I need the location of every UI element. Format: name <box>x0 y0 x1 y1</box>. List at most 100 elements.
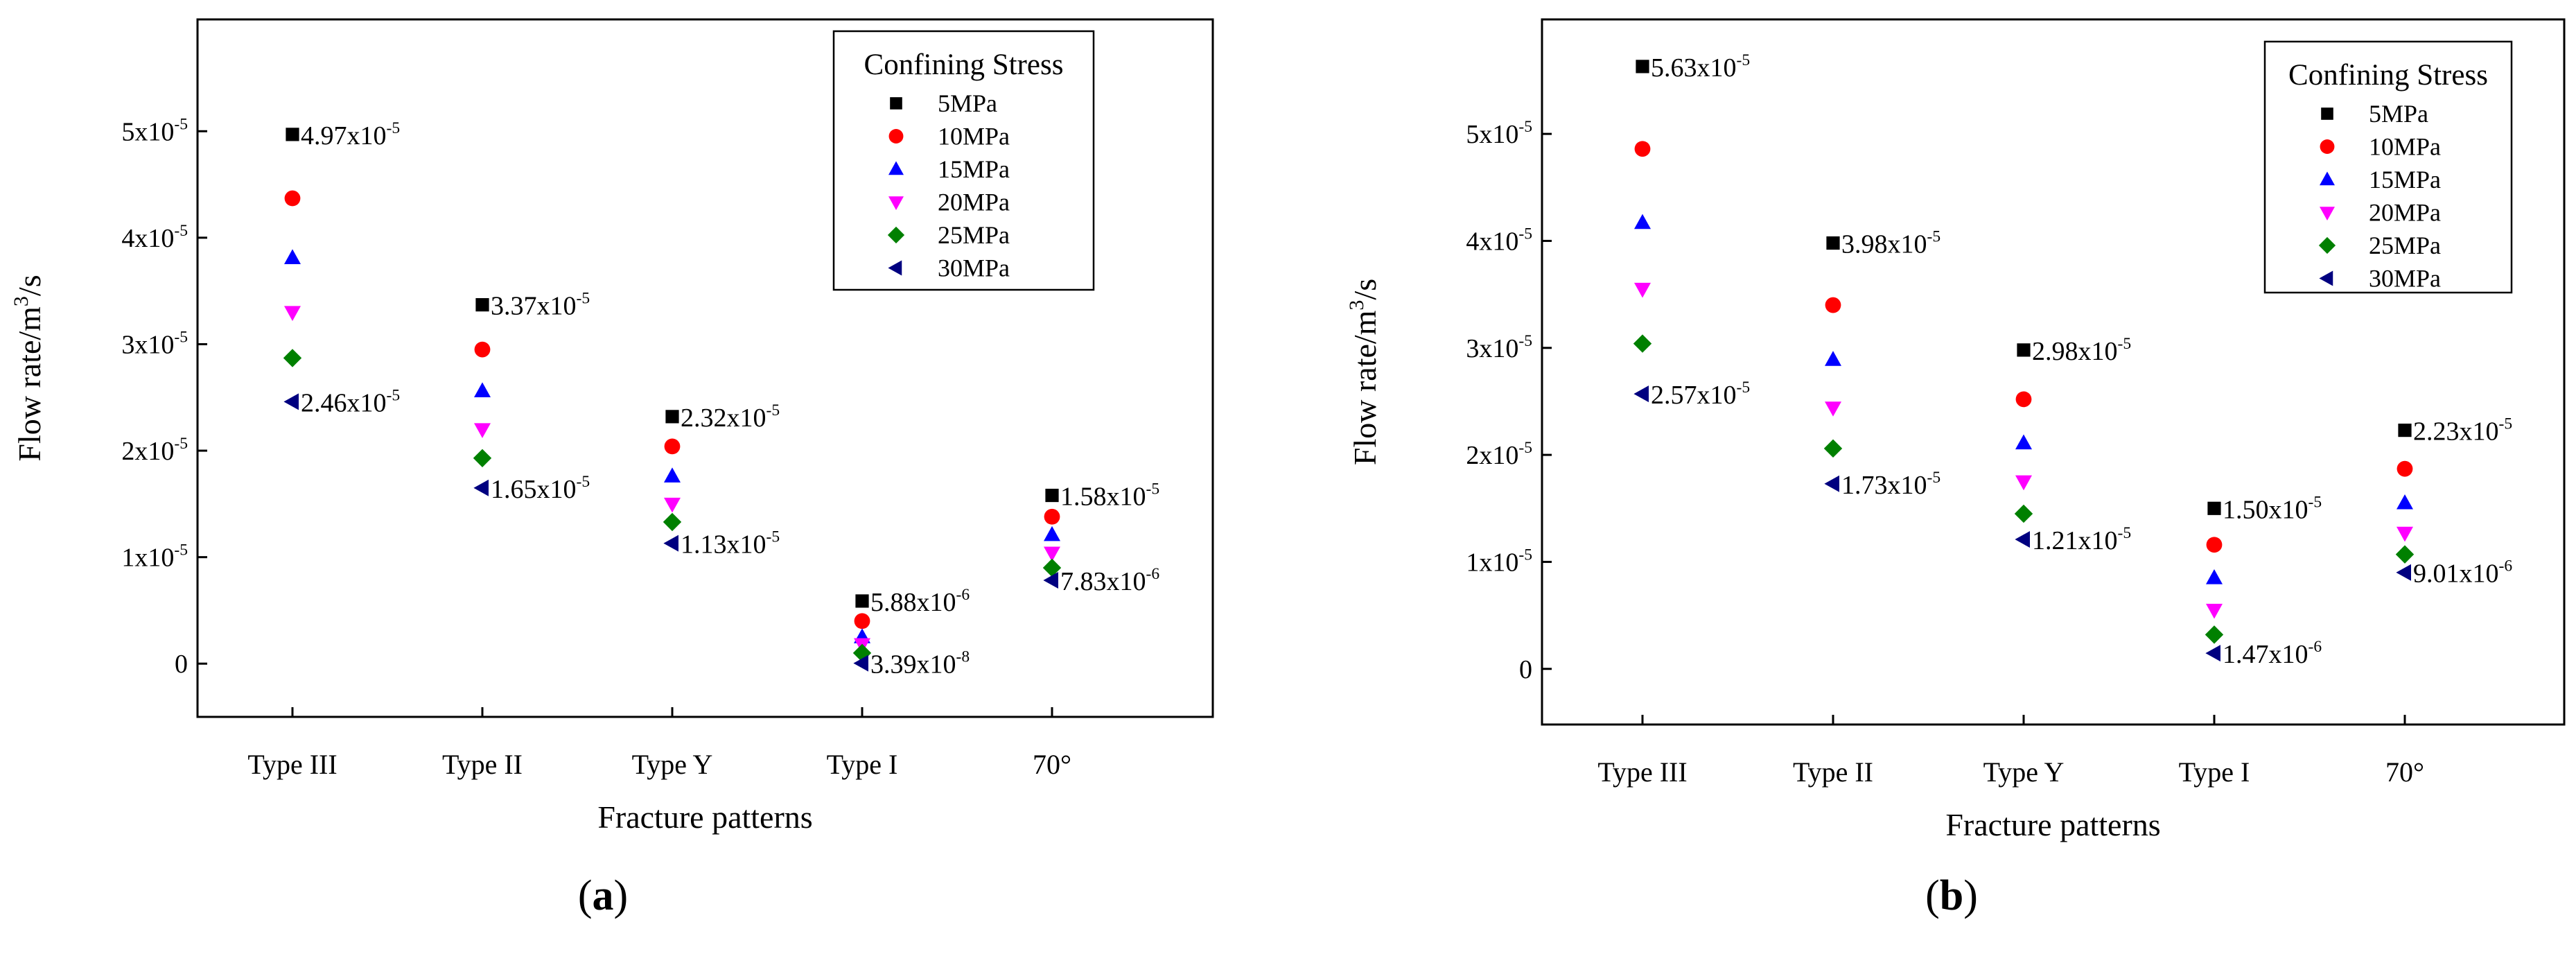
data-point-5mpa <box>665 410 679 424</box>
data-label-exponent: -6 <box>2499 557 2513 575</box>
data-label-base: 1.13x10 <box>681 530 766 560</box>
legend-label: 10MPa <box>938 123 1010 150</box>
data-label: 3.98x10-5 <box>1841 228 1940 259</box>
y-tick-label-exponent: -5 <box>1518 118 1532 136</box>
data-point-25mpa <box>1633 334 1652 353</box>
data-point-10mpa <box>2397 460 2413 477</box>
y-tick-label-exponent: -5 <box>1518 439 1532 457</box>
x-tick-label: Type II <box>1793 756 1873 788</box>
legend-marker-30mpa <box>2319 270 2333 286</box>
data-label-base: 1.50x10 <box>2223 495 2308 524</box>
data-label-exponent: -5 <box>2118 335 2132 353</box>
legend-marker-15mpa <box>888 161 904 175</box>
legend-marker-25mpa <box>887 226 905 244</box>
data-label-exponent: -5 <box>2499 415 2513 433</box>
legend-label: 15MPa <box>2369 166 2441 193</box>
data-point-30mpa <box>663 535 678 552</box>
legend-label: 5MPa <box>938 89 997 117</box>
data-point-15mpa <box>474 382 491 398</box>
data-label: 2.57x10-5 <box>1651 379 1750 410</box>
y-tick-label: 5x10-5 <box>121 115 188 146</box>
x-tick-label: Type II <box>442 749 523 780</box>
y-tick-label-base: 4x10 <box>121 224 174 253</box>
y-tick-label: 3x10-5 <box>121 328 188 359</box>
data-point-10mpa <box>2015 391 2032 408</box>
x-tick-label: Type Y <box>632 749 713 780</box>
data-label-base: 2.57x10 <box>1651 381 1737 410</box>
y-axis-title-text: Flow rate/m <box>12 306 47 462</box>
data-point-30mpa <box>2396 564 2411 581</box>
data-point-25mpa <box>2395 545 2415 564</box>
panel-label-close: ) <box>614 872 629 919</box>
data-point-10mpa <box>2206 537 2223 553</box>
data-point-30mpa <box>853 654 868 672</box>
y-tick-label-exponent: -5 <box>1518 332 1532 350</box>
legend-marker-25mpa <box>2318 236 2336 254</box>
y-tick-label-base: 0 <box>175 650 188 679</box>
legend-marker-10mpa <box>888 129 904 144</box>
data-point-10mpa <box>474 341 491 358</box>
legend-marker-10mpa <box>2320 139 2335 154</box>
y-axis-title-suffix: /s <box>1347 279 1383 300</box>
legend-marker-5mpa <box>2321 107 2333 120</box>
y-tick-label-base: 5x10 <box>1466 120 1518 149</box>
y-tick-label: 4x10-5 <box>1466 225 1532 256</box>
x-tick-label: 70° <box>1033 749 1071 780</box>
y-axis-title-text: Flow rate/m <box>1347 310 1383 465</box>
legend-label: 25MPa <box>2369 232 2441 259</box>
panel-label: (a) <box>578 872 628 919</box>
y-tick-label: 0 <box>175 650 188 679</box>
y-axis-title-sup: 3 <box>1345 300 1368 311</box>
data-point-30mpa <box>1043 571 1058 589</box>
y-tick-label-base: 1x10 <box>121 544 174 573</box>
data-label-exponent: -5 <box>2118 524 2132 542</box>
data-label: 1.21x10-5 <box>2032 524 2131 555</box>
data-label-exponent: -5 <box>2308 493 2322 511</box>
data-label-base: 2.23x10 <box>2413 417 2499 446</box>
legend-marker-5mpa <box>890 97 902 110</box>
data-label-base: 3.98x10 <box>1841 230 1927 259</box>
legend-marker-30mpa <box>888 260 902 276</box>
data-label-exponent: -5 <box>1737 379 1751 397</box>
data-point-25mpa <box>473 449 492 467</box>
data-label-exponent: -8 <box>956 648 970 666</box>
data-point-30mpa <box>2205 645 2220 662</box>
data-label: 3.39x10-8 <box>870 648 970 679</box>
data-label: 4.97x10-5 <box>301 119 400 150</box>
data-label-base: 1.73x10 <box>1841 471 1927 500</box>
y-tick-label: 0 <box>1519 655 1532 684</box>
y-tick-label-exponent: -5 <box>174 328 188 346</box>
data-point-5mpa <box>1826 236 1840 250</box>
legend-marker-15mpa <box>2320 171 2335 186</box>
data-point-5mpa <box>1636 60 1649 73</box>
plot-frame <box>1541 18 2566 726</box>
legend-marker-20mpa <box>888 196 904 211</box>
data-label: 2.98x10-5 <box>2032 335 2131 366</box>
y-tick-label-base: 2x10 <box>1466 441 1518 470</box>
data-point-10mpa <box>664 438 681 455</box>
legend-box <box>832 30 1095 291</box>
data-label-base: 5.63x10 <box>1651 53 1737 83</box>
panel-label: (b) <box>1925 872 1978 919</box>
data-point-5mpa <box>855 594 869 608</box>
data-point-30mpa <box>2015 531 2030 548</box>
legend-label: 15MPa <box>938 155 1010 183</box>
data-point-20mpa <box>284 306 301 321</box>
y-tick-label-exponent: -5 <box>1518 225 1532 243</box>
data-point-10mpa <box>1044 508 1060 525</box>
data-point-5mpa <box>2017 343 2031 357</box>
y-tick-label: 2x10-5 <box>121 435 188 466</box>
data-point-10mpa <box>284 190 301 207</box>
panel-label-letter: b <box>1940 872 1963 919</box>
y-tick-label-exponent: -5 <box>1518 546 1532 564</box>
data-label-base: 1.21x10 <box>2032 526 2118 555</box>
data-point-20mpa <box>2206 603 2223 619</box>
legend-title: Confining Stress <box>2288 59 2488 92</box>
y-tick-label-base: 1x10 <box>1466 548 1518 577</box>
data-point-15mpa <box>284 249 301 265</box>
legend-label: 20MPa <box>938 189 1010 216</box>
data-label: 5.63x10-5 <box>1651 51 1750 83</box>
data-label: 5.88x10-6 <box>870 586 970 617</box>
data-point-10mpa <box>1634 141 1651 157</box>
